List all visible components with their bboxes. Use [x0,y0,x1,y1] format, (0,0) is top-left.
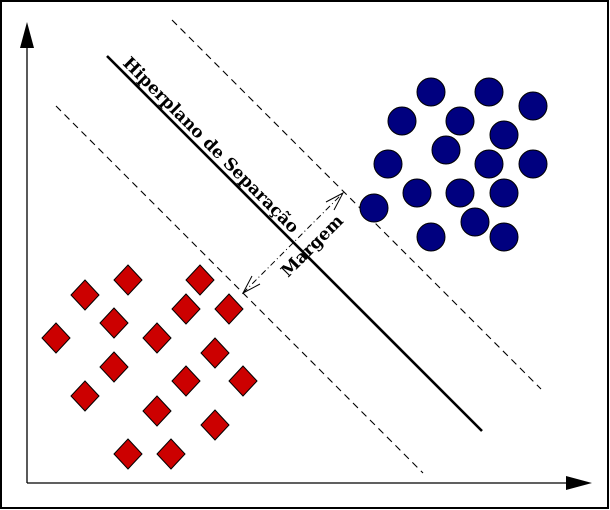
circle-point [445,106,475,136]
upper-margin-line [171,19,542,390]
circle-point [445,178,475,208]
circle-point [402,178,432,208]
diamond-point [185,264,215,296]
circle-point [489,222,519,252]
y-axis-arrowhead [20,22,34,48]
circle-point [518,149,548,179]
circle-point [431,135,461,165]
diamond-point [171,365,201,397]
diamond-point [214,293,244,325]
diamond-point [200,337,230,369]
diamond-point [99,351,129,383]
circle-point [359,193,389,223]
diamond-point [70,380,100,412]
circle-point [518,91,548,121]
hyperplane-label: Hiperplano de Separação [118,53,302,237]
circle-point [489,178,519,208]
circle-point [474,149,504,179]
diamond-point [70,279,100,311]
diamond-point [113,264,143,296]
diamond-point [156,438,186,470]
circle-point [416,222,446,252]
lower-margin-line [55,105,424,474]
diamond-point [171,293,201,325]
circle-point [489,120,519,150]
separating-hyperplane [106,55,483,432]
circle-point [460,207,490,237]
diamond-point [41,322,71,354]
diamond-point [142,322,172,354]
circle-point [387,106,417,136]
circle-class-points [359,77,548,252]
circle-point [416,77,446,107]
margin-arrowhead-upper [325,191,345,211]
diamond-class-points [41,264,258,470]
diamond-point [113,438,143,470]
x-axis-arrowhead [566,476,592,490]
diamond-point [99,307,129,339]
circle-point [373,149,403,179]
margin-arrowhead-lower [241,275,261,295]
diamond-point [142,395,172,427]
diamond-point [200,409,230,441]
margin-arrow-line [242,192,344,294]
circle-point [474,77,504,107]
diamond-point [228,365,258,397]
